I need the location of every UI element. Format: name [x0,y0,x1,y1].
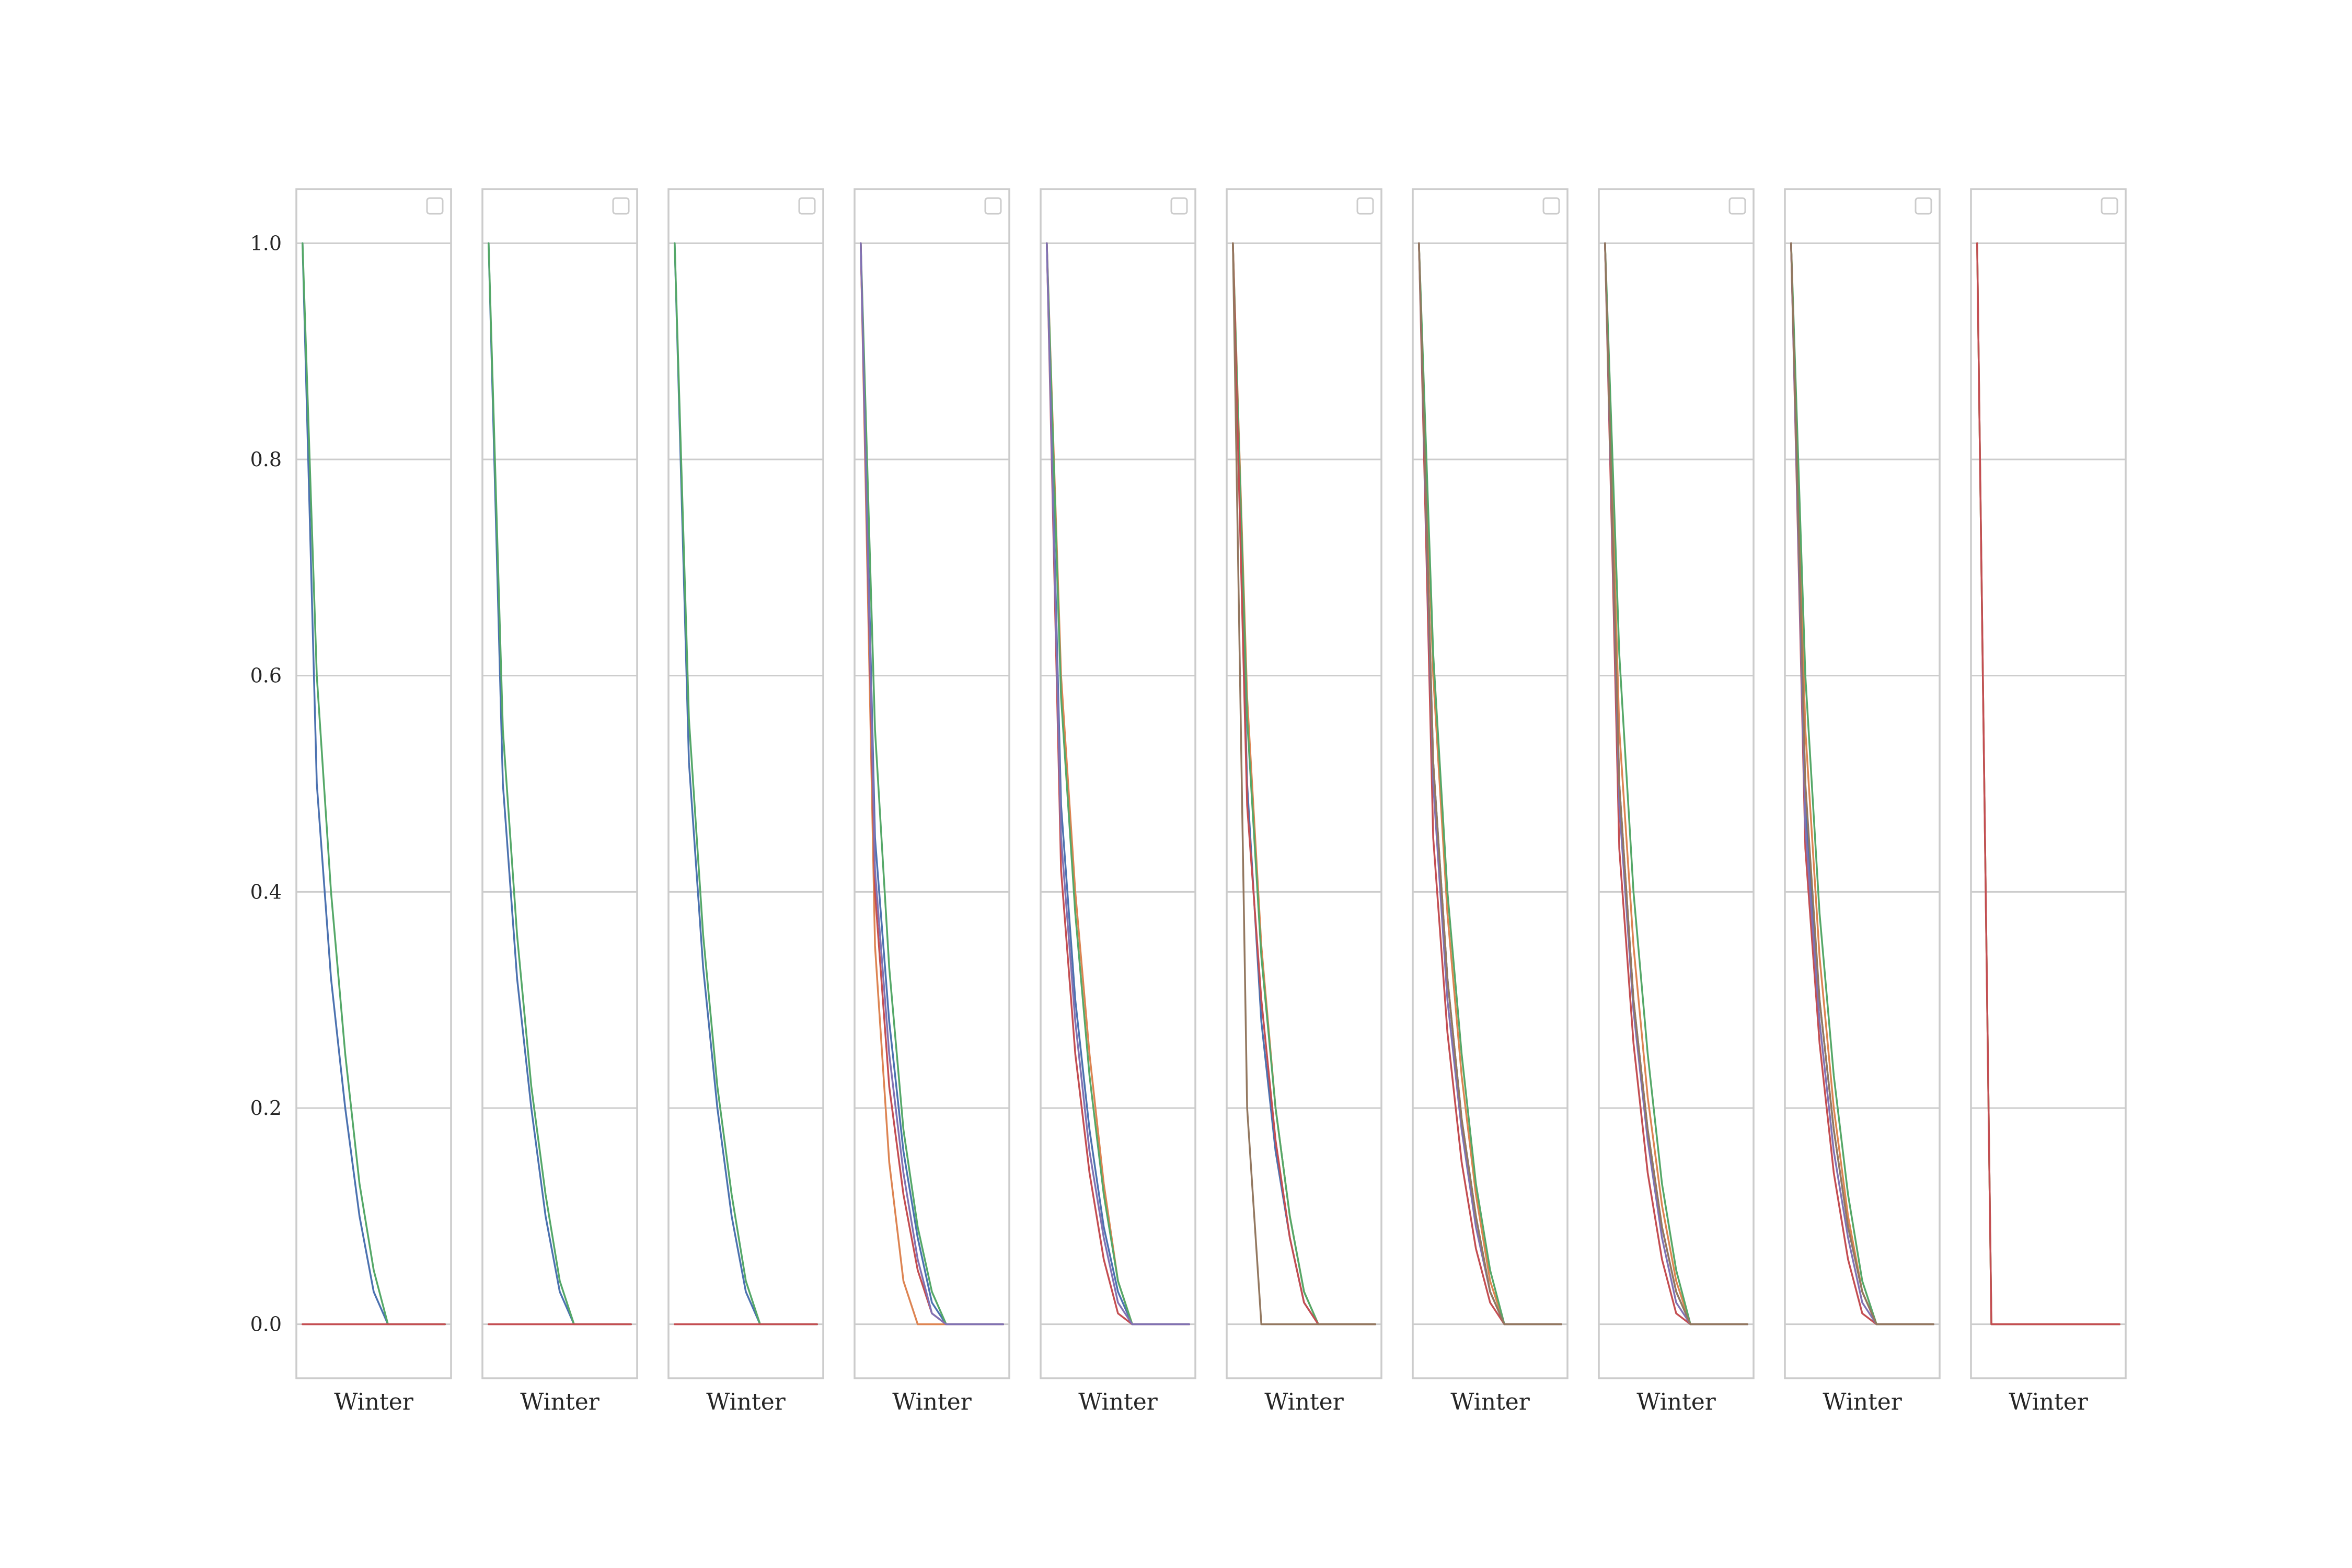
legend-box [1542,197,1560,215]
subplot-3: Winter [667,188,824,1415]
x-axis-label: Winter [1264,1389,1344,1415]
axes-frame [854,188,1010,1379]
legend-box [2101,197,2118,215]
x-axis-label: Winter [1823,1389,1903,1415]
axes-frame [667,188,824,1379]
series-line [1976,242,2120,1325]
x-axis-label: Winter [334,1389,414,1415]
x-axis-label: Winter [892,1389,972,1415]
legend-box [426,197,444,215]
legend-box [1356,197,1374,215]
subplot-1: 0.0 0.2 0.4 0.6 0.8 1.0 Winter [250,188,452,1415]
subplot-8: Winter [1598,188,1755,1415]
axes-frame [1226,188,1382,1379]
legend-box [1728,197,1746,215]
axes-frame [1040,188,1196,1379]
subplot-grid: 0.0 0.2 0.4 0.6 0.8 1.0 Winter Winter Winter Wint… [250,188,2127,1415]
series-line [1604,242,1748,1325]
x-axis-label: Winter [2009,1389,2089,1415]
subplot-10: Winter [1970,188,2127,1415]
x-axis-label: Winter [1450,1389,1530,1415]
axes-frame [1412,188,1569,1379]
subplot-4: Winter [854,188,1010,1415]
x-axis-label: Winter [1078,1389,1158,1415]
legend-box [612,197,630,215]
series-line [1046,242,1190,1325]
legend-box [984,197,1002,215]
subplot-9: Winter [1784,188,1941,1415]
axes-frame [1598,188,1755,1379]
y-tick-label: 0.2 [250,1097,282,1120]
subplot-7: Winter [1412,188,1569,1415]
subplot-5: Winter [1040,188,1196,1415]
y-tick-label: 0.0 [250,1313,282,1336]
axes-frame [1784,188,1941,1379]
series-line [1790,242,1934,1325]
legend-box [798,197,816,215]
y-tick-label: 0.4 [250,880,282,903]
series-line [860,242,1004,1325]
subplot-6: Winter [1226,188,1382,1415]
axes-frame [481,188,638,1379]
x-axis-label: Winter [706,1389,786,1415]
y-tick-label: 0.8 [250,448,282,471]
x-axis-label: Winter [520,1389,600,1415]
x-axis-label: Winter [1636,1389,1716,1415]
series-line [1418,242,1562,1325]
y-tick-label: 0.6 [250,664,282,687]
axes-frame [295,188,452,1379]
legend-box [1170,197,1188,215]
axes-frame [1970,188,2127,1379]
y-tick-label: 1.0 [250,232,282,255]
series-line [1232,242,1376,1325]
legend-box [1915,197,1932,215]
subplot-2: Winter [481,188,638,1415]
